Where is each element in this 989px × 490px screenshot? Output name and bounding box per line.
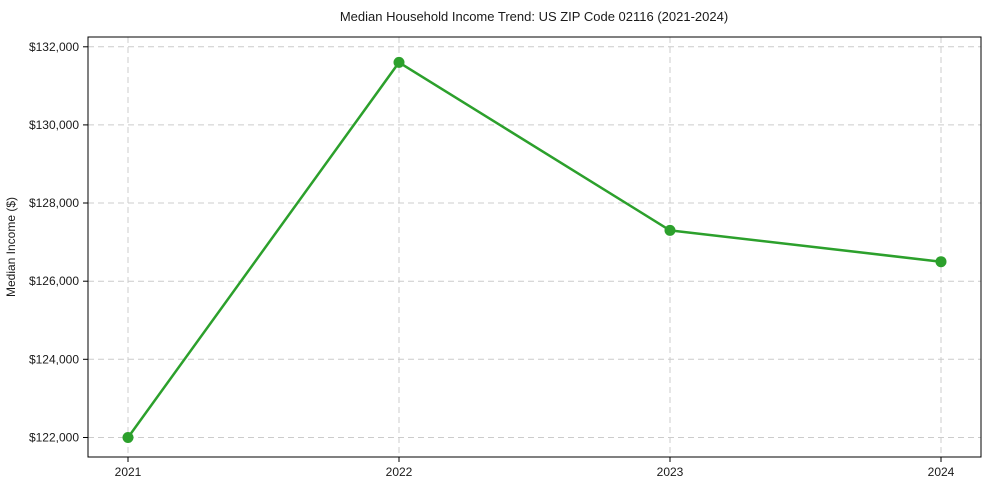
income-line-series (122, 56, 947, 443)
x-tick-label: 2023 (657, 465, 684, 479)
data-point-2021 (122, 432, 134, 443)
data-point-2023 (664, 224, 676, 236)
chart-title: Median Household Income Trend: US ZIP Co… (340, 9, 728, 24)
data-point-2022 (393, 56, 405, 68)
data-point-2024 (935, 256, 947, 268)
y-axis-label: Median Income ($) (4, 197, 18, 297)
y-tick-label: $130,000 (29, 118, 79, 132)
x-tick-label: 2024 (928, 465, 955, 479)
y-tick-label: $128,000 (29, 196, 79, 210)
plot-border (87, 36, 982, 458)
income-trend-line (126, 61, 943, 439)
y-tick-label: $126,000 (29, 274, 79, 288)
y-tick-label: $122,000 (29, 431, 79, 445)
gridlines (88, 37, 981, 457)
x-tick-label: 2021 (115, 465, 142, 479)
axes: $122,000 $124,000 $126,000 $128,000 $130,000… (29, 36, 982, 479)
x-tick-label: 2022 (386, 465, 413, 479)
y-tick-label: $132,000 (29, 40, 79, 54)
y-tick-label: $124,000 (29, 352, 79, 366)
